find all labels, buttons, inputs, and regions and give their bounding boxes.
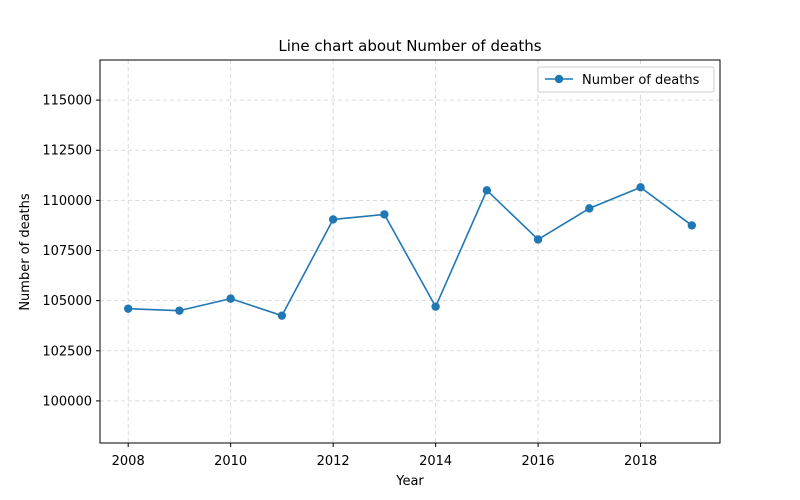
- series-layer: [123, 183, 697, 320]
- legend-marker: [554, 74, 564, 84]
- y-tick-label: 102500: [42, 344, 92, 359]
- data-point: [175, 306, 184, 315]
- legend-label: Number of deaths: [582, 73, 700, 88]
- plot-frame: [99, 59, 721, 444]
- ticks: 2008 2010 2012 2014 2016 2018 100000 102500 1050…: [42, 94, 657, 469]
- x-tick-label: 2016: [522, 454, 555, 469]
- data-point: [328, 215, 338, 224]
- grid: [100, 60, 720, 443]
- x-axis-label: Year: [395, 474, 424, 489]
- data-point: [585, 204, 594, 213]
- data-point: [226, 294, 235, 303]
- data-point: [533, 235, 543, 244]
- x-tick-label: 2012: [317, 454, 350, 469]
- y-tick-label: 110000: [42, 194, 92, 209]
- x-tick-label: 2008: [112, 454, 145, 469]
- y-axis-label: Number of deaths: [18, 193, 33, 311]
- series-line: [128, 186, 693, 317]
- data-point: [380, 210, 389, 219]
- x-tick-label: 2010: [214, 454, 247, 469]
- legend: Number of deaths: [537, 66, 715, 93]
- data-point: [687, 221, 697, 230]
- data-point: [431, 302, 440, 311]
- y-tick-label: 107500: [42, 244, 92, 259]
- chart-title: Line chart about Number of deaths: [278, 37, 541, 55]
- y-tick-label: 112500: [42, 144, 92, 159]
- x-tick-label: 2018: [624, 454, 657, 469]
- y-tick-label: 100000: [42, 394, 92, 409]
- y-tick-label: 105000: [42, 294, 92, 309]
- data-point: [123, 304, 133, 313]
- y-tick-label: 115000: [42, 94, 92, 109]
- data-point: [482, 186, 492, 195]
- data-point: [277, 311, 287, 320]
- data-point: [636, 183, 645, 192]
- legend-box: [537, 66, 715, 93]
- x-tick-label: 2014: [419, 454, 452, 469]
